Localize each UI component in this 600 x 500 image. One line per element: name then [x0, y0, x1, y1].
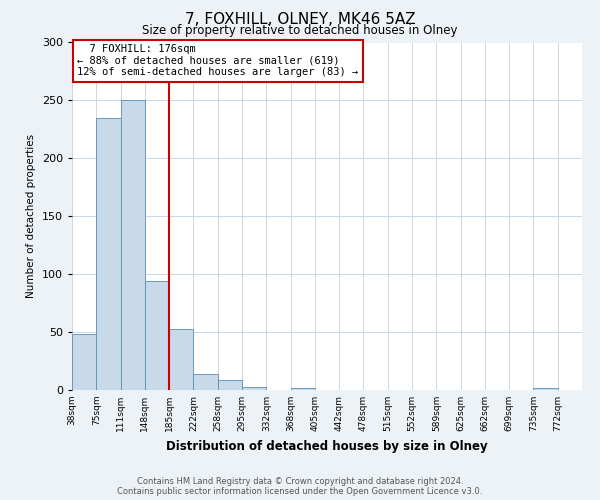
Text: Contains HM Land Registry data © Crown copyright and database right 2024.
Contai: Contains HM Land Registry data © Crown c…: [118, 476, 482, 496]
Bar: [96, 118, 121, 390]
Y-axis label: Number of detached properties: Number of detached properties: [26, 134, 36, 298]
Bar: [121, 100, 145, 390]
Bar: [218, 380, 242, 390]
Text: Size of property relative to detached houses in Olney: Size of property relative to detached ho…: [142, 24, 458, 37]
Text: 7, FOXHILL, OLNEY, MK46 5AZ: 7, FOXHILL, OLNEY, MK46 5AZ: [185, 12, 415, 28]
Bar: [193, 374, 218, 390]
Bar: [169, 328, 193, 390]
Bar: [145, 281, 169, 390]
Bar: [242, 386, 266, 390]
Bar: [533, 388, 558, 390]
X-axis label: Distribution of detached houses by size in Olney: Distribution of detached houses by size …: [166, 440, 488, 452]
Bar: [72, 334, 96, 390]
Bar: [290, 388, 315, 390]
Text: 7 FOXHILL: 176sqm  
← 88% of detached houses are smaller (619)
12% of semi-detac: 7 FOXHILL: 176sqm ← 88% of detached hous…: [77, 44, 358, 78]
